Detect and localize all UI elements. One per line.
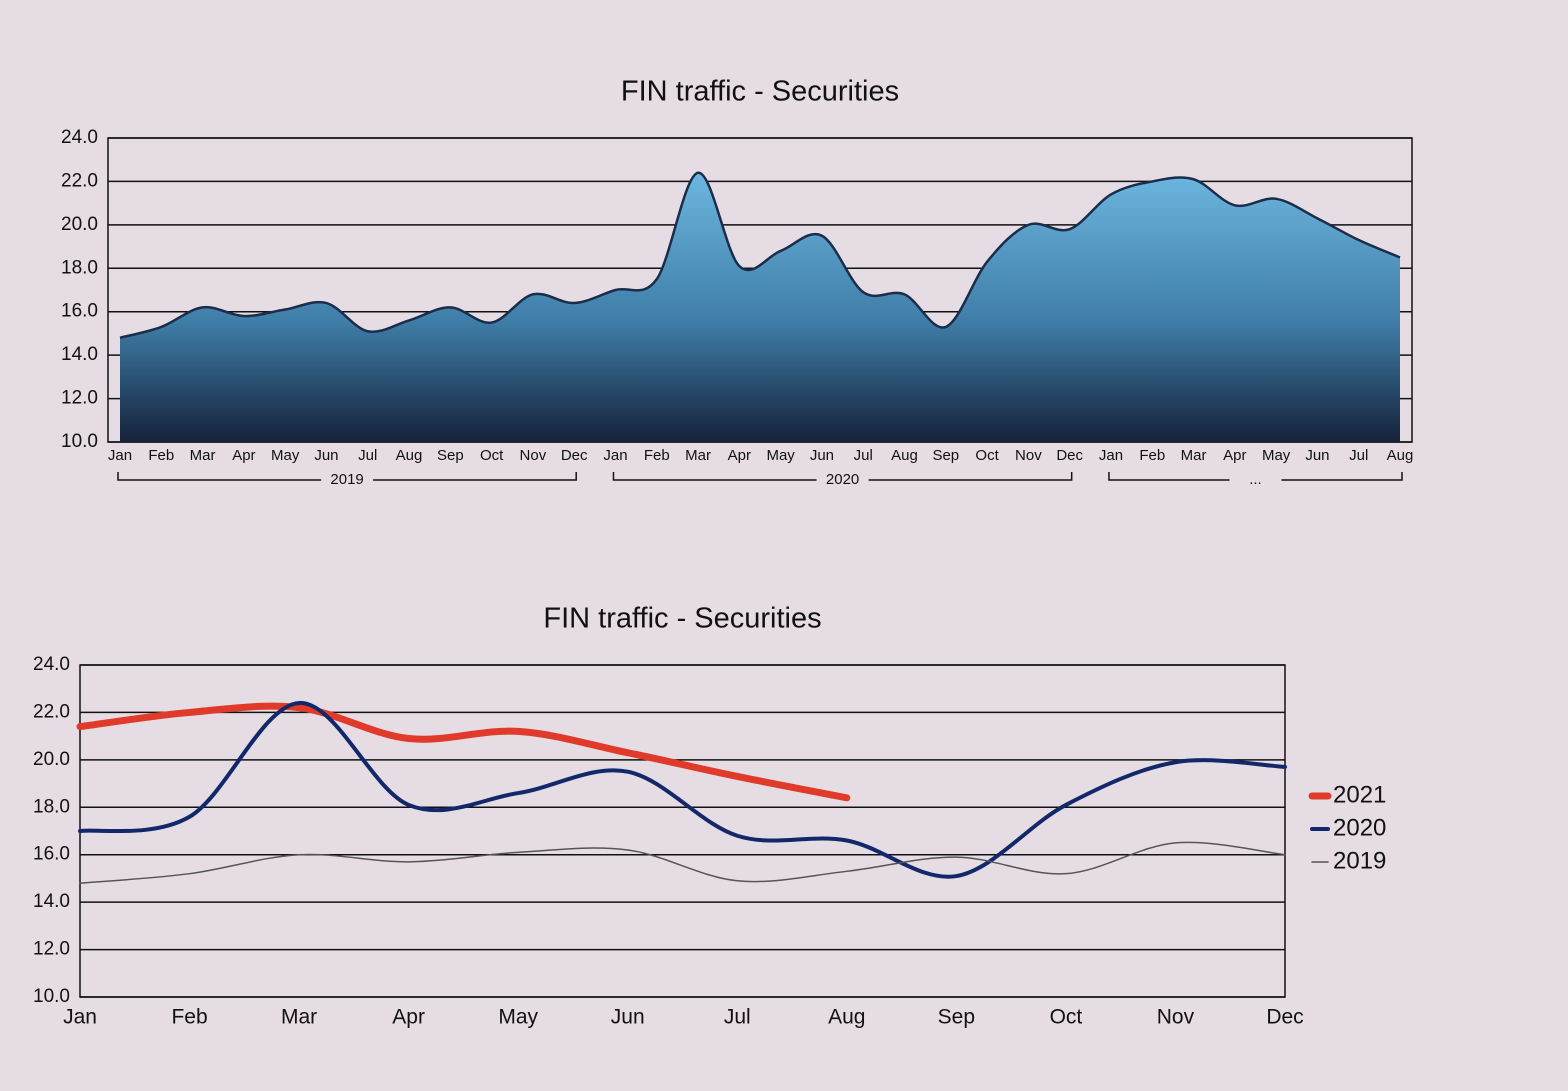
x-tick-label: Feb — [644, 447, 670, 464]
group-bracket — [117, 472, 577, 481]
x-tick-label: Jul — [724, 1006, 751, 1029]
y-tick-label: 20.0 — [61, 214, 98, 235]
x-tick-label: Nov — [1015, 447, 1042, 464]
area — [120, 172, 1400, 442]
x-tick-label: Oct — [975, 447, 999, 464]
line — [79, 841, 1286, 884]
y-tick-label: 22.0 — [61, 170, 98, 191]
x-tick-label: Oct — [1050, 1006, 1083, 1029]
x-tick-label: May — [498, 1006, 538, 1029]
x-tick-label: Nov — [1157, 1006, 1195, 1029]
line — [78, 700, 1287, 879]
x-tick-label: Feb — [1139, 447, 1165, 464]
y-tick-label: 12.0 — [33, 939, 70, 960]
x-tick-label: Jul — [1349, 447, 1368, 464]
x-tick-label: Jun — [810, 447, 834, 464]
x-tick-label: Aug — [828, 1006, 865, 1029]
area-outline — [119, 171, 1401, 339]
y-tick-label: 24.0 — [61, 127, 98, 148]
x-tick-label: Jun — [611, 1006, 645, 1029]
x-tick-label: Oct — [480, 447, 504, 464]
x-tick-label: Sep — [938, 1006, 975, 1029]
x-tick-label: Apr — [728, 447, 751, 464]
group-label: 2020 — [826, 471, 859, 488]
x-tick-label: Jan — [63, 1006, 97, 1029]
x-tick-label: Mar — [1181, 447, 1207, 464]
x-tick-label: May — [766, 447, 795, 464]
y-tick-label: 12.0 — [61, 388, 98, 409]
group-bracket — [1108, 472, 1403, 481]
x-tick-label: Sep — [932, 447, 959, 464]
y-tick-label: 10.0 — [61, 431, 98, 452]
x-tick-label: Jun — [1305, 447, 1329, 464]
x-tick-label: Apr — [392, 1006, 425, 1029]
x-tick-label: Jan — [108, 447, 132, 464]
y-tick-label: 14.0 — [33, 891, 70, 912]
x-tick-label: Apr — [232, 447, 255, 464]
x-tick-label: Jan — [603, 447, 627, 464]
x-tick-label: Dec — [1266, 1006, 1303, 1029]
x-tick-label: Sep — [437, 447, 464, 464]
x-tick-label: Aug — [1387, 447, 1414, 464]
y-tick-label: 20.0 — [33, 749, 70, 770]
x-tick-label: Nov — [520, 447, 547, 464]
x-tick-label: Aug — [396, 447, 423, 464]
y-tick-label: 16.0 — [61, 301, 98, 322]
y-tick-label: 10.0 — [33, 986, 70, 1007]
y-tick-label: 14.0 — [61, 344, 98, 365]
x-tick-label: Dec — [1056, 447, 1083, 464]
x-tick-label: Jun — [314, 447, 338, 464]
x-tick-label: Aug — [891, 447, 918, 464]
legend-label: 2019 — [1333, 847, 1386, 874]
x-tick-label: Mar — [685, 447, 711, 464]
x-tick-label: Dec — [561, 447, 588, 464]
legend-label: 2020 — [1333, 814, 1386, 841]
group-label: ... — [1249, 471, 1262, 488]
group-bracket — [612, 472, 1073, 481]
chart-title: FIN traffic - Securities — [543, 603, 821, 635]
x-tick-label: Feb — [148, 447, 174, 464]
group-label: 2019 — [330, 471, 363, 488]
y-tick-label: 24.0 — [33, 654, 70, 675]
x-tick-label: Jul — [358, 447, 377, 464]
x-tick-label: Mar — [281, 1006, 317, 1029]
y-tick-label: 22.0 — [33, 701, 70, 722]
legend-label: 2021 — [1333, 781, 1386, 808]
x-tick-label: May — [271, 447, 300, 464]
x-tick-label: Mar — [190, 447, 216, 464]
x-tick-label: Apr — [1223, 447, 1246, 464]
y-tick-label: 18.0 — [61, 257, 98, 278]
x-tick-label: May — [1262, 447, 1291, 464]
chart-title: FIN traffic - Securities — [621, 76, 899, 108]
x-tick-label: Feb — [171, 1006, 207, 1029]
y-tick-label: 16.0 — [33, 844, 70, 865]
x-tick-label: Jul — [854, 447, 873, 464]
x-tick-label: Jan — [1099, 447, 1123, 464]
y-tick-label: 18.0 — [33, 796, 70, 817]
line — [76, 702, 851, 802]
